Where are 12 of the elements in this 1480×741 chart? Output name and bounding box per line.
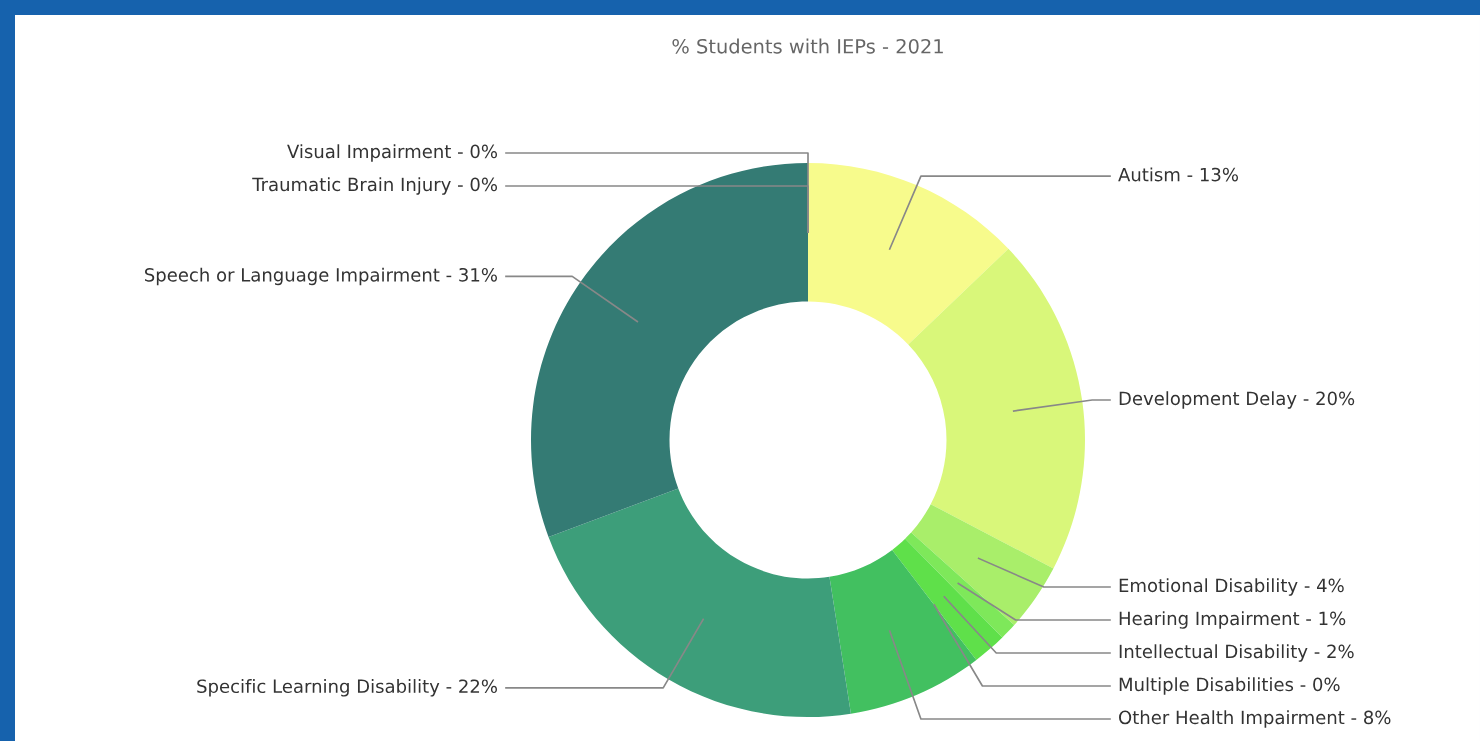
slice-label: Hearing Impairment - 1%: [1119, 611, 1346, 629]
slice-label: Speech or Language Impairment - 31%: [144, 267, 497, 286]
slice-label: Other Health Impairment - 8%: [1119, 710, 1391, 728]
category-label: Visual Impairment - 0%: [287, 144, 498, 162]
category-label: Traumatic Brain Injury - 0%: [252, 177, 498, 195]
slice-label: Emotional Disability - 4%: [1119, 578, 1344, 596]
chart-title: % Students with IEPs - 2021: [672, 38, 943, 54]
category-label: Multiple Disabilities - 0%: [1119, 677, 1340, 695]
slice-label: Intellectual Disability - 2%: [1119, 644, 1354, 662]
slice-label: Autism - 13%: [1118, 167, 1239, 182]
slice-label: Specific Learning Disability - 22%: [197, 679, 497, 697]
slice-label: Development Delay - 20%: [1119, 391, 1355, 409]
